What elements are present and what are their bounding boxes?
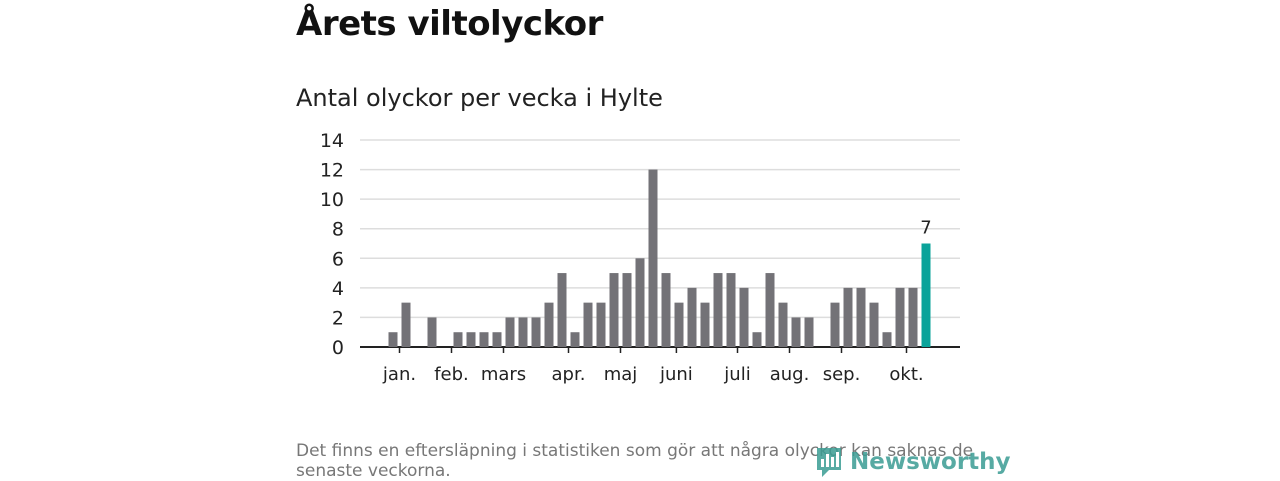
bars [388, 169, 931, 347]
bar [583, 302, 593, 347]
bar [557, 273, 567, 347]
bar [869, 302, 879, 347]
bar [609, 273, 619, 347]
bar [388, 332, 398, 347]
bar [401, 302, 411, 347]
bar [544, 302, 554, 347]
bar [596, 302, 606, 347]
y-tick-label: 14 [320, 130, 344, 152]
bar [700, 302, 710, 347]
bar [453, 332, 463, 347]
y-tick-label: 4 [332, 278, 344, 300]
highlight-data-label: 7 [920, 218, 931, 239]
bar [713, 273, 723, 347]
logo-text: Newsworthy [850, 449, 1011, 475]
bar [726, 273, 736, 347]
y-tick-label: 0 [332, 337, 344, 359]
bar [531, 317, 541, 347]
y-tick-label: 12 [320, 160, 344, 182]
bar [622, 273, 632, 347]
bar [479, 332, 489, 347]
bar [882, 332, 892, 347]
bar [505, 317, 515, 347]
bar [752, 332, 762, 347]
bar [648, 169, 658, 347]
x-tick-label: aug. [770, 364, 810, 385]
bar [570, 332, 580, 347]
x-axis-ticks: jan. feb. mars apr. maj juni juli aug. sep. okt. [382, 347, 924, 385]
x-tick-label: okt. [889, 364, 923, 385]
x-tick-label: juni [659, 364, 693, 385]
bar [427, 317, 437, 347]
bar [908, 287, 918, 347]
chart-subtitle: Antal olyckor per vecka i Hylte [296, 84, 663, 112]
y-tick-label: 6 [332, 248, 344, 270]
x-tick-label: mars [481, 364, 526, 385]
chart-title: Årets viltolyckor [296, 4, 603, 44]
x-tick-label: apr. [552, 364, 586, 385]
bar [518, 317, 528, 347]
newsworthy-logo: Newsworthy [814, 444, 1011, 480]
y-tick-label: 8 [332, 219, 344, 241]
y-tick-label: 10 [320, 189, 344, 211]
x-tick-label: maj [604, 364, 638, 385]
bar-highlight [921, 243, 931, 347]
bar [843, 287, 853, 347]
x-tick-label: sep. [823, 364, 861, 385]
bar [778, 302, 788, 347]
bar [830, 302, 840, 347]
bar [466, 332, 476, 347]
bar [687, 287, 697, 347]
footnote: Det finns en eftersläpning i statistiken… [296, 441, 974, 481]
data-labels: 7 [920, 218, 931, 239]
x-tick-label: juli [723, 364, 750, 385]
bar [791, 317, 801, 347]
x-tick-label: feb. [434, 364, 469, 385]
bar [635, 258, 645, 347]
bar [804, 317, 814, 347]
bar [674, 302, 684, 347]
bar [739, 287, 749, 347]
x-tick-label: jan. [382, 364, 416, 385]
bar [661, 273, 671, 347]
y-tick-label: 2 [332, 307, 344, 329]
newsworthy-logo-icon [817, 448, 841, 477]
bar [492, 332, 502, 347]
y-axis-ticks: 0 2 4 6 8 10 12 14 [320, 130, 344, 359]
bar [895, 287, 905, 347]
bar [765, 273, 775, 347]
bar [856, 287, 866, 347]
